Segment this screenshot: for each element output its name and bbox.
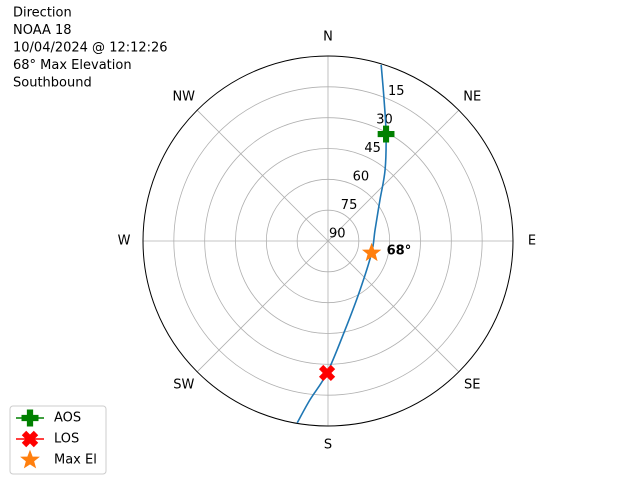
ring-grid-line	[173, 86, 483, 396]
r-tick-label: 60	[353, 170, 370, 185]
theta-tick-label: NE	[463, 89, 481, 104]
legend-marker	[20, 449, 40, 469]
r-tick-label: 90	[329, 227, 346, 242]
r-tick-label: 75	[341, 198, 358, 213]
title-line: Southbound	[13, 76, 92, 91]
theta-tick-label: SE	[464, 378, 480, 393]
annotation: 68°	[387, 243, 412, 258]
star-marker	[361, 242, 382, 262]
ring-grid-line	[265, 178, 391, 304]
r-tick-label: 15	[388, 84, 405, 99]
x-marker	[318, 364, 336, 382]
title-line: NOAA 18	[13, 23, 72, 38]
ring-grid-line	[296, 209, 360, 273]
ring-grid-line	[235, 148, 421, 334]
theta-tick-label: NW	[172, 89, 195, 104]
theta-tick-label: W	[118, 234, 131, 249]
theta-tick-label: N	[323, 30, 333, 45]
ring-grid-line	[204, 117, 452, 365]
legend-marker	[21, 430, 39, 448]
title-line: Direction	[13, 6, 72, 21]
title-line: 68° Max Elevation	[13, 58, 132, 73]
theta-tick-label: SW	[173, 378, 194, 393]
legend-marker	[21, 409, 39, 427]
theta-tick-label: E	[528, 234, 536, 249]
polar-frame	[142, 55, 514, 427]
legend: AOS LOS Max El	[9, 405, 107, 475]
r-tick-label: 30	[376, 113, 393, 128]
title-line: 10/04/2024 @ 12:12:26	[13, 41, 168, 56]
r-tick-label: 45	[364, 141, 381, 156]
legend-label: AOS	[54, 411, 81, 426]
plus-marker	[377, 125, 395, 143]
legend-label: LOS	[54, 432, 79, 447]
theta-tick-label: S	[324, 438, 332, 453]
legend-label: Max El	[54, 453, 97, 468]
